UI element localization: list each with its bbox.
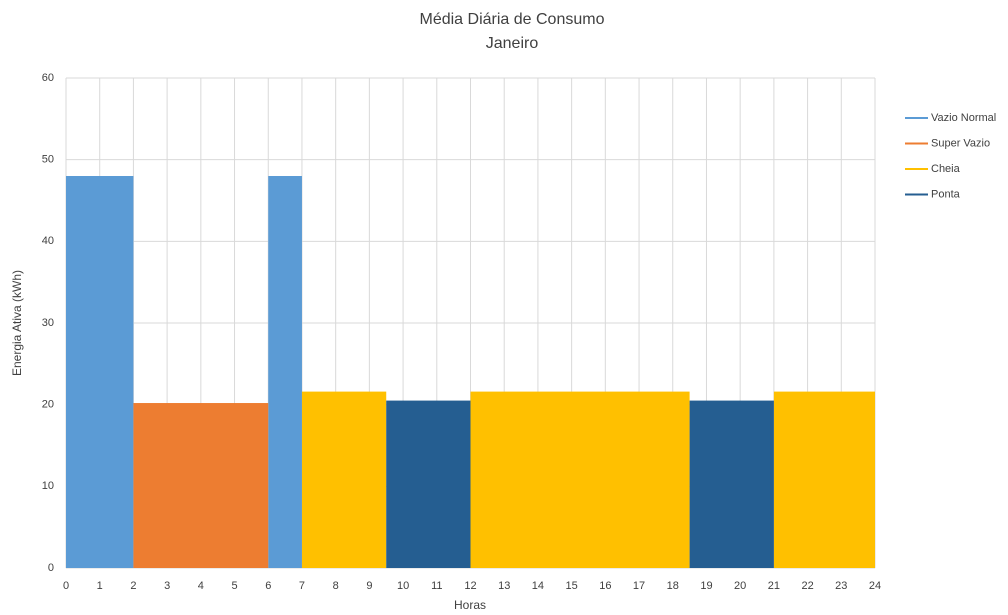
legend-label: Ponta <box>931 188 961 200</box>
y-tick-label: 20 <box>42 399 54 411</box>
y-tick-label: 10 <box>42 480 54 492</box>
x-tick-label: 24 <box>869 580 881 592</box>
y-tick-label: 60 <box>42 72 54 84</box>
area-segment <box>386 400 471 568</box>
x-tick-label: 15 <box>566 580 578 592</box>
x-tick-label: 21 <box>768 580 780 592</box>
area-segment <box>268 176 302 568</box>
legend-label: Cheia <box>931 163 961 175</box>
x-tick-label: 3 <box>164 580 170 592</box>
y-tick-label: 40 <box>42 235 54 247</box>
y-tick-label: 30 <box>42 317 54 329</box>
x-tick-label: 19 <box>700 580 712 592</box>
area-segment <box>133 403 269 568</box>
x-tick-label: 7 <box>299 580 305 592</box>
legend-label: Super Vazio <box>931 137 990 149</box>
x-tick-label: 9 <box>366 580 372 592</box>
x-tick-label: 17 <box>633 580 645 592</box>
x-tick-label: 18 <box>667 580 679 592</box>
area-segment <box>66 176 134 568</box>
area-segment <box>470 391 690 568</box>
x-tick-label: 4 <box>198 580 204 592</box>
x-tick-label: 14 <box>532 580 544 592</box>
x-tick-label: 0 <box>63 580 69 592</box>
x-tick-label: 6 <box>265 580 271 592</box>
area-segment <box>301 391 387 568</box>
legend-label: Vazio Normal <box>931 112 996 124</box>
x-tick-label: 8 <box>333 580 339 592</box>
x-tick-label: 20 <box>734 580 746 592</box>
x-tick-label: 16 <box>599 580 611 592</box>
x-tick-label: 2 <box>130 580 136 592</box>
x-tick-label: 11 <box>431 580 442 592</box>
y-axis-label: Energia Ativa (kWh) <box>10 270 24 376</box>
x-tick-label: 5 <box>231 580 237 592</box>
chart-subtitle: Janeiro <box>486 35 539 52</box>
x-axis-label: Horas <box>454 598 486 612</box>
x-tick-label: 1 <box>97 580 103 592</box>
x-tick-label: 22 <box>801 580 813 592</box>
x-tick-label: 10 <box>397 580 409 592</box>
y-tick-label: 50 <box>42 154 54 166</box>
x-tick-label: 13 <box>498 580 510 592</box>
y-tick-label: 0 <box>48 562 54 574</box>
x-tick-label: 12 <box>464 580 476 592</box>
chart-title: Média Diária de Consumo <box>420 11 605 28</box>
area-segment <box>689 400 774 568</box>
x-tick-label: 23 <box>835 580 847 592</box>
area-segment <box>773 391 875 568</box>
